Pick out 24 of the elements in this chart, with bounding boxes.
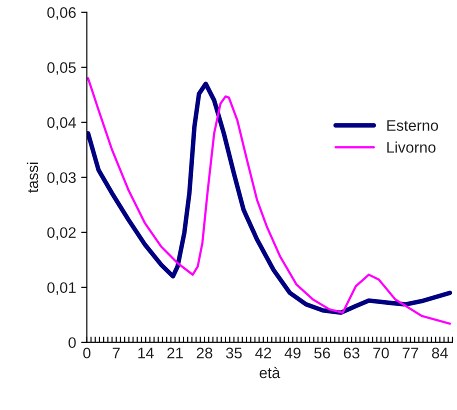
x-tick-label: 21 [167,348,183,358]
x-tick-label: 70 [373,348,389,358]
y-tick-label: 0,01 [47,282,76,295]
x-tick-label: 0 [83,348,90,358]
y-tick-label: 0,04 [47,117,76,130]
x-tick-label: 49 [284,348,301,358]
y-axis-title: tassi [26,162,38,193]
y-tick-label: 0,02 [47,227,76,240]
x-tick-label: 7 [112,348,120,358]
x-tick-label: 35 [226,348,242,358]
y-tick-label: 0 [68,337,76,348]
x-axis-title: età [260,366,280,378]
x-tick-label: 42 [255,348,272,358]
y-tick-label: 0,05 [47,62,76,75]
x-tick-label: 77 [402,348,418,358]
x-tick-label: 56 [314,348,330,358]
x-tick-label: 63 [344,348,360,358]
x-tick-label: 14 [138,348,154,358]
y-tick-label: 0,06 [47,7,76,20]
legend-label: Livorno [387,142,436,153]
y-tick-label: 0,03 [47,172,76,185]
legend-label: Esterno [387,120,438,131]
x-tick-label: 28 [196,348,212,358]
x-tick-label: 84 [432,348,448,358]
